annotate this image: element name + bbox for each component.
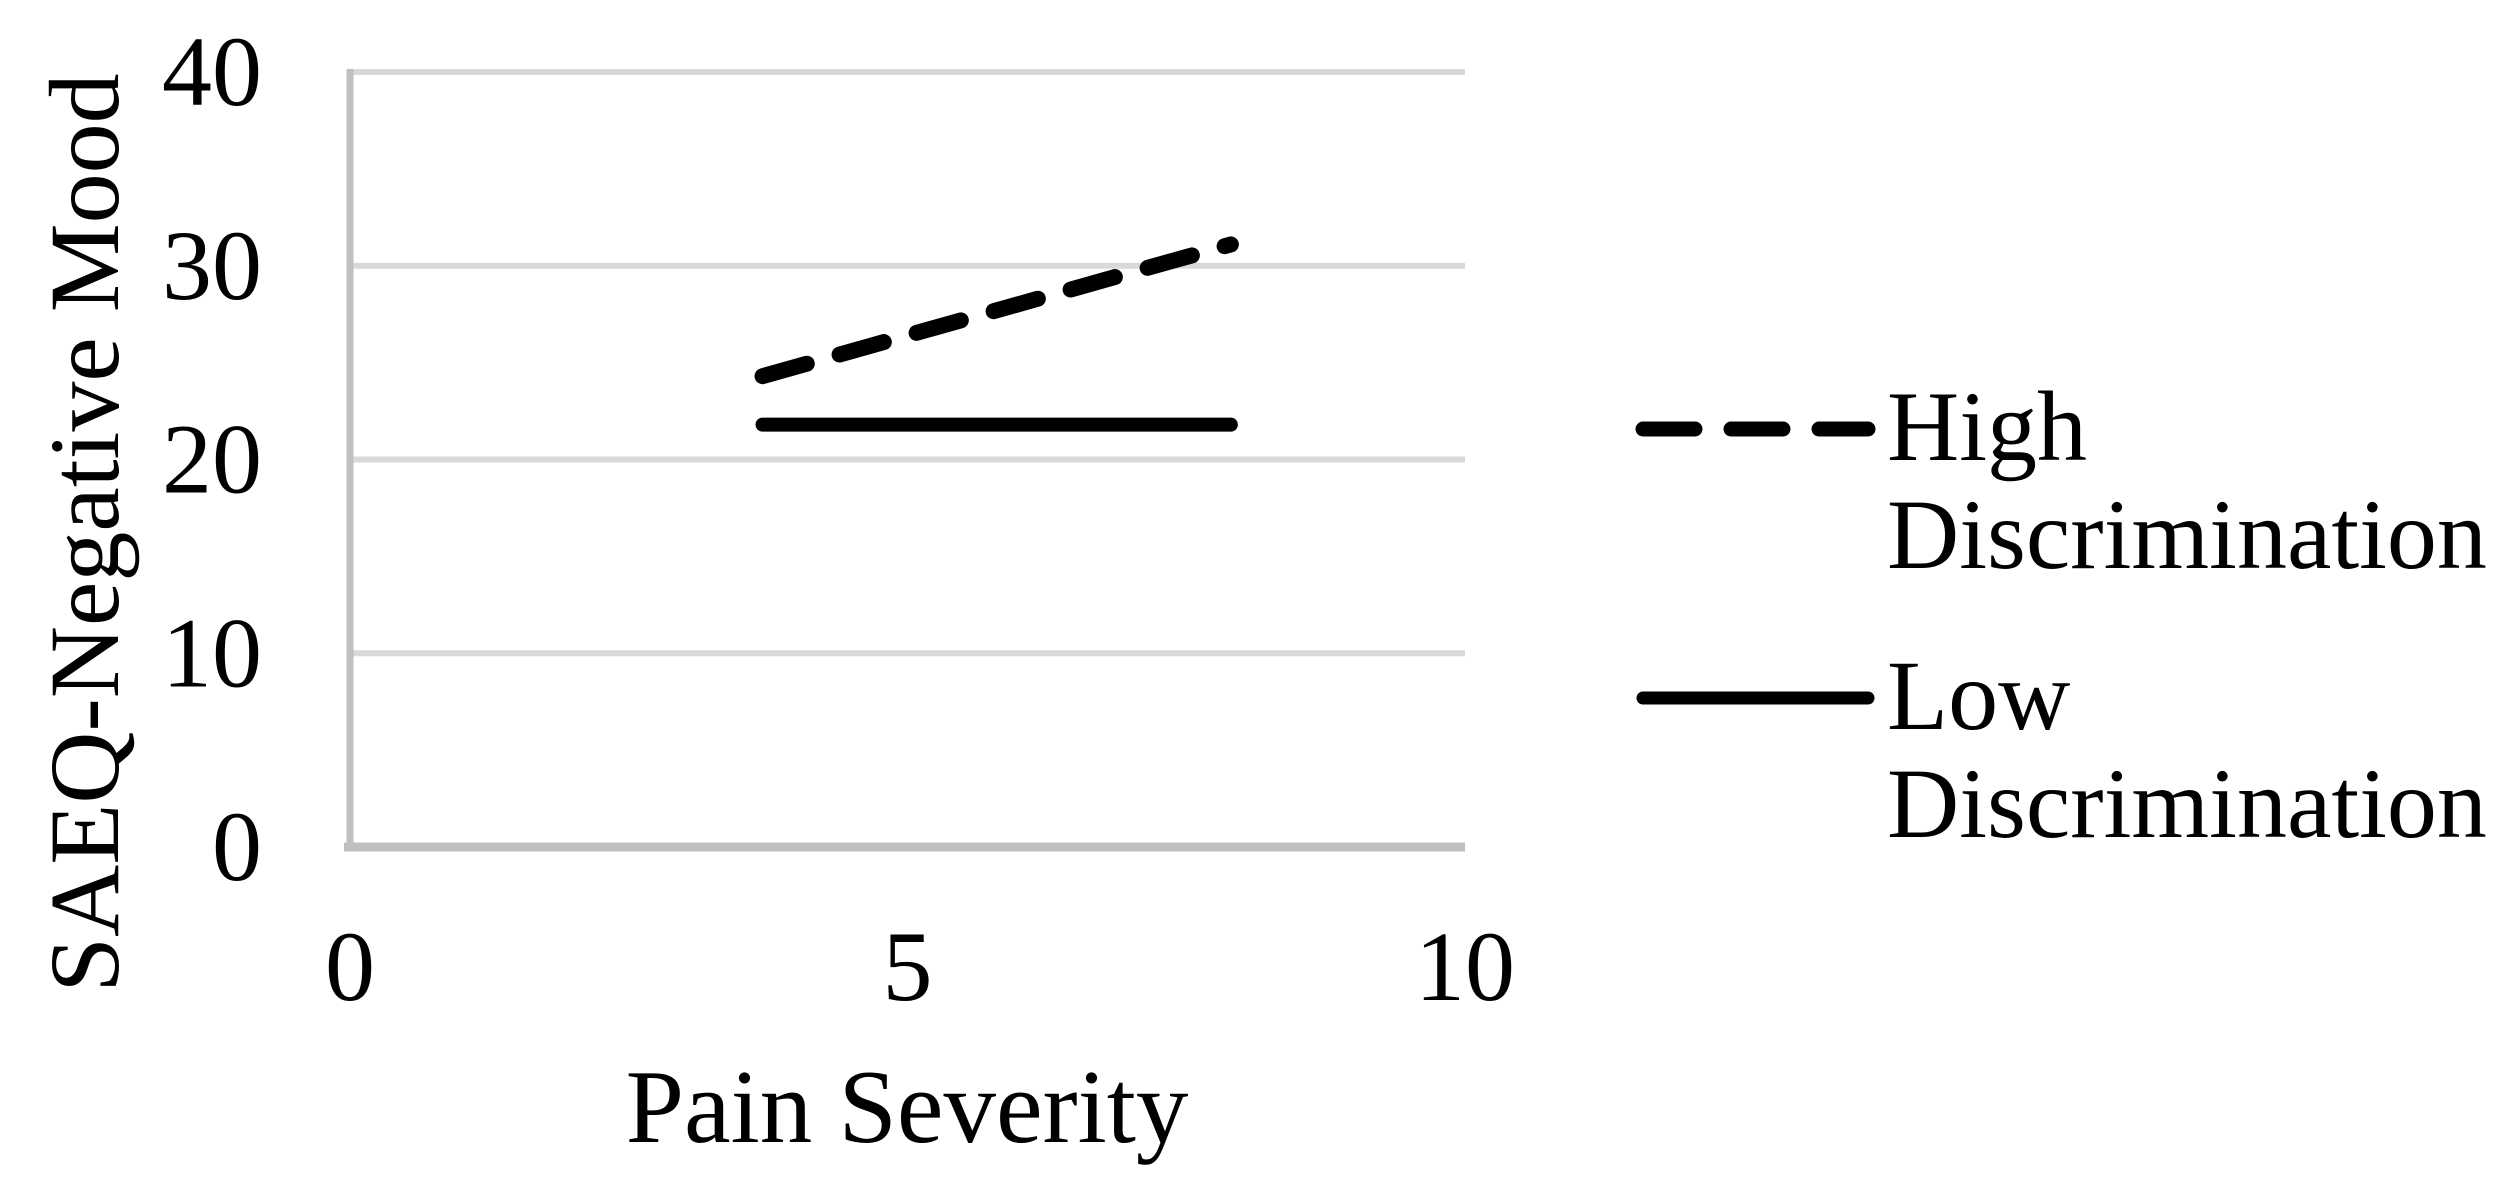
y-tick-label-10: 10 — [162, 597, 262, 708]
x-axis-tick-labels: 0 5 10 — [325, 911, 1515, 1022]
x-tick-label-5: 5 — [883, 911, 933, 1022]
legend-label-low-discrimination: Low Discrimination — [1887, 640, 2487, 859]
y-tick-label-0: 0 — [212, 791, 262, 902]
legend-label-high-discrimination: High Discrimination — [1887, 371, 2487, 590]
x-tick-label-0: 0 — [325, 911, 375, 1022]
x-tick-label-10: 10 — [1415, 911, 1515, 1022]
gridlines — [350, 69, 1465, 657]
y-tick-label-40: 40 — [162, 16, 262, 127]
x-axis-title: Pain Severity — [626, 1048, 1189, 1165]
y-axis-title: SAEQ-Negative Mood — [29, 73, 140, 992]
y-tick-label-30: 30 — [162, 210, 262, 321]
y-tick-label-20: 20 — [162, 404, 262, 515]
axis-lines — [344, 69, 1465, 852]
series-line-high-discrimination — [754, 236, 1239, 385]
series-lines — [754, 236, 1239, 432]
y-axis-tick-labels: 0 10 20 30 40 — [162, 16, 262, 902]
legend: High Discrimination Low Discrimination — [1635, 371, 2487, 859]
